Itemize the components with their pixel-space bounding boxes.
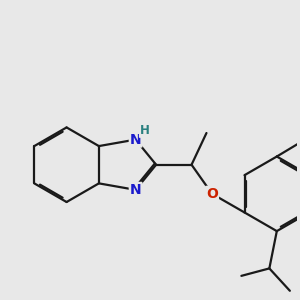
Text: H: H bbox=[140, 124, 149, 137]
Text: N: N bbox=[130, 183, 141, 197]
Text: N: N bbox=[130, 133, 141, 147]
Text: O: O bbox=[206, 187, 218, 201]
